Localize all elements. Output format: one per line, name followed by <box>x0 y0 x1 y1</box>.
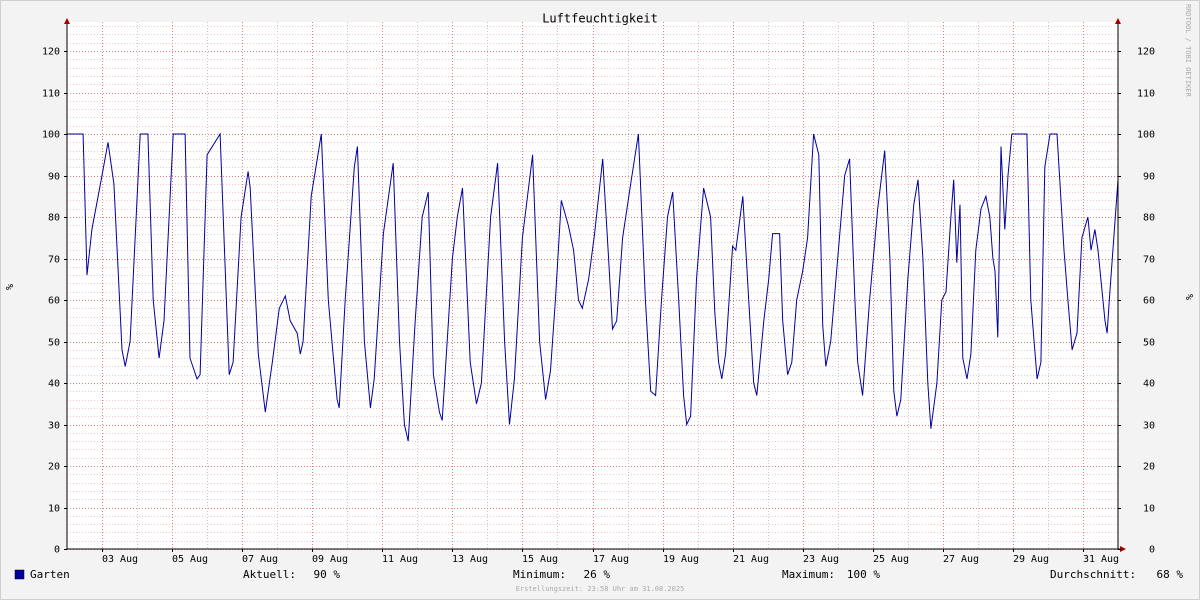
x-tick-label: 11 Aug <box>382 554 418 565</box>
y2-tick-label: 60 <box>1143 296 1155 307</box>
x-tick-label: 21 Aug <box>733 554 769 565</box>
x-tick-label: 13 Aug <box>452 554 488 565</box>
y2-tick-label: 0 <box>1149 545 1155 556</box>
x-tick-label: 07 Aug <box>242 554 278 565</box>
y2-tick-label: 90 <box>1143 172 1155 183</box>
y-tick-label: 100 <box>42 130 60 141</box>
y-tick-label: 20 <box>48 462 60 473</box>
chart-title: Luftfeuchtigkeit <box>542 12 658 26</box>
x-tick-label: 29 Aug <box>1013 554 1049 565</box>
footer: Erstellungszeit: 23:58 Uhr am 31.08.2025 <box>516 585 685 593</box>
y-tick-label: 0 <box>54 545 60 556</box>
stat-label: Minimum: <box>513 568 566 581</box>
legend-swatch <box>14 569 25 580</box>
y-tick-label: 70 <box>48 255 60 266</box>
x-tick-label: 23 Aug <box>803 554 839 565</box>
y-tick-label: 80 <box>48 213 60 224</box>
y2-tick-label: 50 <box>1143 338 1155 349</box>
y2-tick-label: 20 <box>1143 462 1155 473</box>
y-tick-label: 40 <box>48 379 60 390</box>
stat-value: 90 % <box>314 568 341 581</box>
stat-value: 26 % <box>584 568 611 581</box>
y2-axis-label: % <box>1185 294 1196 300</box>
y2-tick-label: 70 <box>1143 255 1155 266</box>
x-tick-label: 05 Aug <box>172 554 208 565</box>
axis-arrow <box>1120 546 1126 552</box>
x-tick-label: 17 Aug <box>593 554 629 565</box>
stat-value: 68 % <box>1157 568 1184 581</box>
y-tick-label: 90 <box>48 172 60 183</box>
axis-arrow <box>64 18 70 24</box>
y-tick-label: 110 <box>42 89 60 100</box>
axis-arrow <box>1115 18 1121 24</box>
watermark: RRDTOOL / TOBI OETIKER <box>1184 4 1192 98</box>
y2-tick-label: 80 <box>1143 213 1155 224</box>
y-tick-label: 10 <box>48 504 60 515</box>
x-tick-label: 15 Aug <box>522 554 558 565</box>
stat-label: Maximum: <box>782 568 835 581</box>
stat-label: Durchschnitt: <box>1050 568 1136 581</box>
y2-tick-label: 10 <box>1143 504 1155 515</box>
y-tick-label: 60 <box>48 296 60 307</box>
y-tick-label: 120 <box>42 47 60 58</box>
data-line <box>67 132 1119 442</box>
y-axis-label: % <box>5 284 16 290</box>
x-tick-label: 03 Aug <box>102 554 138 565</box>
x-tick-label: 19 Aug <box>663 554 699 565</box>
x-tick-label: 27 Aug <box>943 554 979 565</box>
stat-label: Aktuell: <box>243 568 296 581</box>
grid <box>67 22 1118 550</box>
legend-label: Garten <box>30 568 70 581</box>
y2-tick-label: 30 <box>1143 421 1155 432</box>
y2-tick-label: 110 <box>1137 89 1155 100</box>
x-tick-label: 09 Aug <box>312 554 348 565</box>
y2-tick-label: 120 <box>1137 47 1155 58</box>
y-tick-label: 50 <box>48 338 60 349</box>
stat-value: 100 % <box>847 568 880 581</box>
y-tick-label: 30 <box>48 421 60 432</box>
x-tick-label: 31 Aug <box>1083 554 1119 565</box>
y2-tick-label: 40 <box>1143 379 1155 390</box>
x-tick-label: 25 Aug <box>873 554 909 565</box>
marks <box>67 132 1119 442</box>
y2-tick-label: 100 <box>1137 130 1155 141</box>
